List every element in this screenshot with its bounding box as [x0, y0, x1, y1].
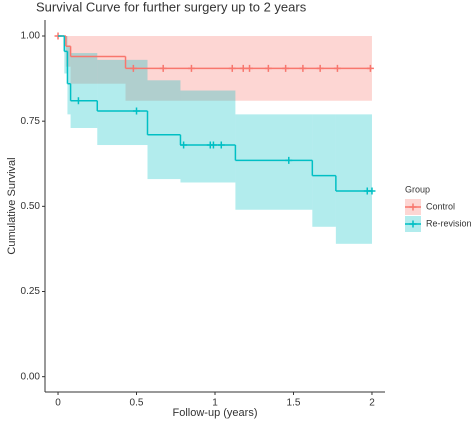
censor-mark: [217, 141, 225, 149]
legend-label: Control: [426, 201, 455, 211]
y-tick-label: 0.25: [21, 286, 41, 297]
censor-mark: [299, 64, 307, 72]
y-tick-label: 1.00: [21, 31, 41, 42]
censor-mark: [246, 64, 254, 72]
y-tick-label: 0.50: [21, 201, 41, 212]
censor-mark: [264, 64, 272, 72]
chart-title: Survival Curve for further surgery up to…: [36, 0, 307, 14]
x-tick-label: 1: [212, 398, 218, 409]
y-tick-label: 0.75: [21, 116, 41, 127]
censor-mark: [209, 141, 217, 149]
confidence-band: [70, 36, 126, 84]
confidence-band: [67, 46, 71, 115]
censor-mark: [180, 141, 188, 149]
censor-mark: [187, 64, 195, 72]
censor-mark: [333, 64, 341, 72]
confidence-band: [97, 59, 148, 146]
censor-mark: [316, 64, 324, 72]
x-tick-label: 2: [369, 398, 375, 409]
censor-mark: [228, 64, 236, 72]
censor-mark: [368, 187, 376, 195]
confidence-band: [147, 80, 181, 180]
censor-mark: [282, 64, 290, 72]
x-tick-label: 0: [55, 398, 61, 409]
confidence-band: [180, 90, 236, 183]
confidence-band: [65, 36, 71, 67]
confidence-band: [312, 114, 336, 227]
confidence-band: [70, 53, 98, 128]
legend-label: Re-revision: [426, 218, 472, 228]
y-axis-title: Cumulative Survival: [6, 157, 18, 254]
censor-mark: [159, 64, 167, 72]
x-axis-title: Follow-up (years): [173, 407, 258, 419]
legend-title: Group: [405, 184, 430, 194]
censor-mark: [366, 64, 374, 72]
censor-mark: [285, 156, 293, 164]
y-tick-label: 0.00: [21, 371, 41, 382]
confidence-band: [335, 114, 372, 244]
legend-cross: [409, 220, 417, 228]
confidence-band: [235, 114, 313, 210]
censor-mark: [74, 97, 82, 105]
legend-cross: [409, 203, 417, 211]
censor-mark: [239, 64, 247, 72]
x-tick-label: 0.5: [130, 398, 144, 409]
censor-mark: [129, 64, 137, 72]
x-tick-label: 1.5: [287, 398, 301, 409]
censor-mark: [133, 107, 141, 115]
confidence-band: [64, 36, 68, 74]
